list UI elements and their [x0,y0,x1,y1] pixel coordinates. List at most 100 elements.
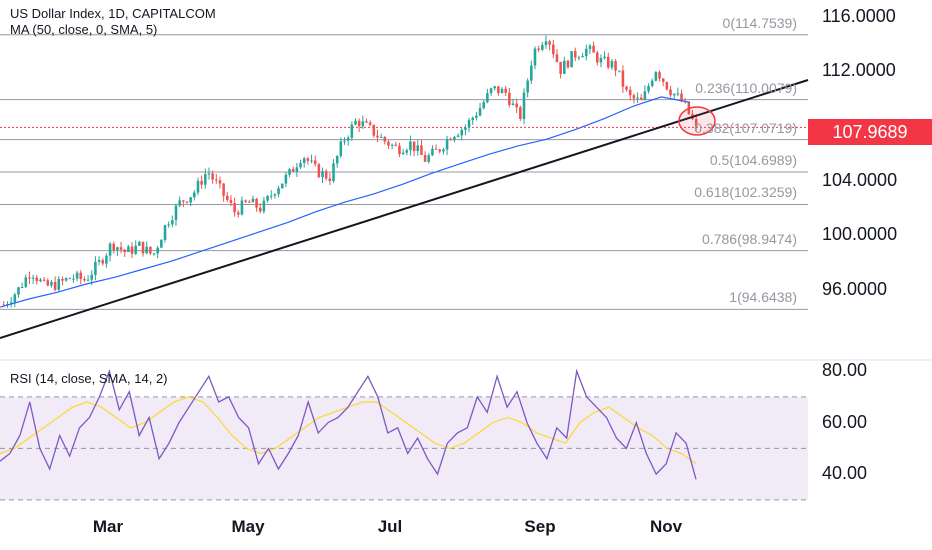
candle-body [75,272,79,279]
candle-body [152,253,156,255]
x-axis-tick: Jul [377,517,403,536]
candle-body [189,197,192,203]
candle-body [390,144,394,146]
candle-body [486,93,489,103]
candle-body [405,150,409,153]
candle-body [299,163,302,168]
x-axis-tick: Nov [649,517,683,536]
candle-body [72,278,75,280]
chart-title: US Dollar Index, 1D, CAPITALCOM [10,6,216,21]
candle-body [669,89,672,96]
candle-body [471,117,474,121]
candle-body [365,121,368,123]
candle-body [372,124,376,136]
candle-body [409,141,412,151]
candle-body [354,120,357,125]
candle-body [196,180,200,193]
candle-body [229,199,233,204]
candle-body [636,97,639,99]
candle-body [332,163,335,182]
candle-body [368,122,372,125]
candle-body [665,81,669,90]
candle-body [17,287,20,295]
candle-body [116,247,119,251]
candle-body [251,198,255,203]
rsi-axis-tick: 80.00 [822,360,868,381]
candle-body [185,201,189,203]
candle-body [654,72,658,81]
candle-body [584,48,588,57]
candle-body [658,72,661,79]
fib-level-label: 0.5(104.6989) [709,152,797,169]
candle-body [379,136,383,138]
last-price-tag: 107.9689 [808,119,932,145]
candle-body [61,278,64,281]
candle-body [672,93,676,96]
candle-body [434,148,438,150]
candle-body [160,240,163,248]
candle-body [97,260,101,262]
candle-body [541,45,544,50]
candle-body [174,205,178,221]
candle-body [401,152,405,155]
candle-body [13,294,17,303]
candle-body [244,200,247,202]
candle-body [606,56,610,68]
candle-body [310,160,313,162]
rsi-axis-tick: 40.00 [822,463,868,484]
candle-body [519,107,522,119]
candle-body [489,88,493,94]
candle-body [156,247,159,254]
ma-indicator-label[interactable]: MA (50, close, 0, SMA, 5) [10,22,158,37]
candle-body [570,51,573,68]
candle-body [215,179,218,181]
candle-body [266,196,269,201]
candle-body [204,174,207,185]
candle-body [610,61,614,68]
candle-body [566,60,570,68]
rsi-indicator-label[interactable]: RSI (14, close, SMA, 14, 2) [10,371,168,386]
fib-level-label: 0.786(98.9474) [702,230,797,247]
candle-body [475,115,478,118]
candle-body [632,95,636,99]
candle-body [412,141,416,152]
candle-body [387,141,390,146]
candle-body [563,60,566,74]
candle-body [247,201,251,203]
x-axis-tick: Sep [524,517,556,536]
candle-body [324,171,328,179]
candle-body [442,149,445,152]
candle-body [431,148,434,156]
candle-body [464,127,467,130]
candle-body [508,92,511,105]
candle-body [581,56,584,58]
candle-body [497,86,500,94]
price-axis-tick: 100.0000 [822,224,898,245]
candle-body [614,61,617,71]
candle-body [592,45,595,53]
candle-body [511,103,515,105]
candle-body [343,140,346,142]
candle-body [530,65,533,81]
candle-body [302,158,306,164]
candle-body [127,246,130,253]
candle-body [31,277,35,279]
price-axis-tick: 96.0000 [822,278,888,299]
candle-body [376,135,379,138]
candle-body [284,174,288,184]
candle-body [79,272,83,280]
candle-body [42,279,46,281]
candle-body [526,80,529,93]
candle-body [394,144,398,146]
candle-body [2,304,6,306]
candle-body [680,93,683,102]
candle-body [493,86,496,89]
fib-level-label: 0.382(107.0719) [694,119,797,136]
candle-body [108,243,112,256]
candle-body [482,102,485,109]
candle-body [328,178,332,182]
candle-body [24,277,28,287]
candle-body [112,243,116,251]
candle-body [420,145,423,155]
highlight-circle [678,106,716,136]
